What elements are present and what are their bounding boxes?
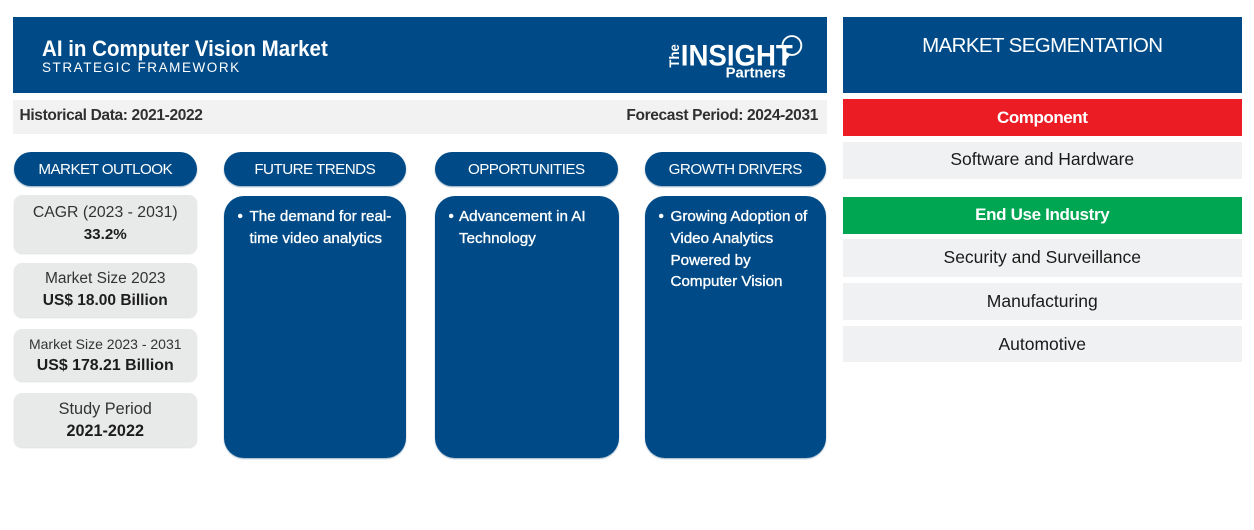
svg-text:INSIGHT: INSIGHT [681, 40, 793, 73]
svg-text:Partners: Partners [726, 66, 786, 82]
svg-text:The: The [666, 44, 682, 68]
